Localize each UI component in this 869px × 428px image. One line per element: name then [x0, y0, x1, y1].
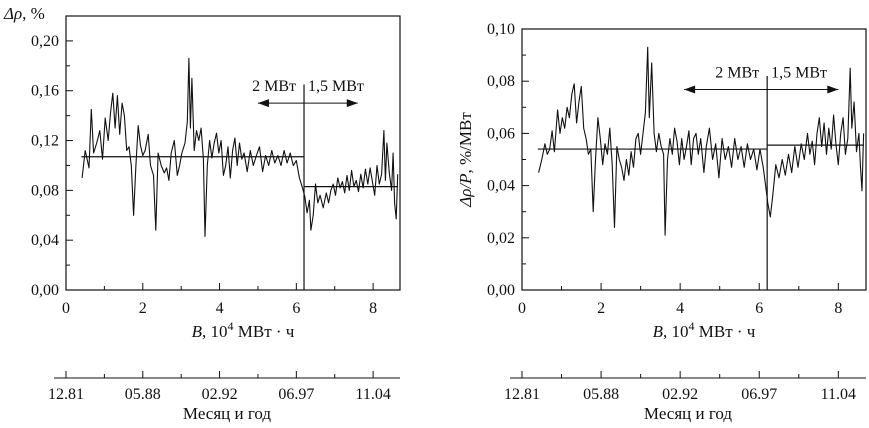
chart1-date-tick-label: 02.92	[202, 386, 238, 403]
chart1-date-axis-label: Месяц и год	[183, 404, 271, 423]
chart1-x-tick-label: 6	[292, 300, 300, 317]
chart2-date-tick-label: 12.81	[504, 386, 540, 403]
chart2-y-tick-label: 0,02	[487, 230, 515, 247]
chart2-date-tick-label: 05.88	[583, 386, 619, 403]
chart1-date-tick-label: 05.88	[125, 386, 161, 403]
chart1-y-tick-label: 0,00	[31, 282, 59, 299]
chart1-y-axis-label: Δρ, %	[3, 4, 45, 23]
chart2-date-tick-label: 11.04	[821, 386, 856, 403]
chart2-date-tick-label: 06.97	[741, 386, 777, 403]
chart1-y-tick-label: 0,08	[31, 182, 59, 199]
chart1-y-tick-label: 0,12	[31, 133, 59, 150]
chart2-data-series-line	[538, 46, 865, 236]
chart1-y-tick-label: 0,20	[31, 33, 59, 50]
chart2-y-tick-label: 0,06	[487, 125, 515, 142]
chart1-x-tick-label: 0	[62, 300, 70, 317]
chart2-y-tick-label: 0,04	[487, 178, 515, 195]
chart1-x-axis-label: B, 104 МВт · ч	[192, 319, 295, 341]
chart1-date-tick-label: 12.81	[48, 386, 84, 403]
chart1-date-tick-label: 06.97	[278, 386, 314, 403]
chart1-x-tick-label: 4	[216, 300, 224, 317]
chart2-left-power-label: 2 МВт	[715, 65, 759, 82]
chart2-x-axis-label: B, 104 МВт · ч	[653, 319, 756, 341]
chart1-y-tick-label: 0,04	[31, 232, 59, 249]
chart2-y-tick-label: 0,10	[487, 21, 515, 38]
chart1-plot-frame	[65, 15, 401, 291]
chart1-arrow-left-head	[257, 99, 269, 108]
chart2-y-tick-label: 0,00	[487, 282, 515, 299]
chart2-y-axis-label: Δρ/P, %/МВт	[456, 112, 475, 208]
chart1-x-tick-label: 8	[369, 300, 377, 317]
chart1-arrow-right-head	[346, 99, 358, 108]
chart2-x-tick-label: 6	[755, 300, 763, 317]
chart2-arrow-right-head	[827, 85, 839, 94]
chart2-y-tick-label: 0,08	[487, 73, 515, 90]
chart1-right-power-label: 1,5 МВт	[308, 78, 364, 95]
chart2-x-tick-label: 8	[834, 300, 842, 317]
chart1-x-tick-label: 2	[139, 300, 147, 317]
chart2-x-tick-label: 2	[597, 300, 605, 317]
chart2-arrow-left-head	[684, 85, 696, 94]
chart2-x-tick-label: 4	[676, 300, 684, 317]
chart1-left-power-label: 2 МВт	[252, 78, 296, 95]
chart1-date-tick-label: 11.04	[355, 386, 390, 403]
chart2-right-power-label: 1,5 МВт	[771, 65, 827, 82]
chart2-date-tick-label: 02.92	[662, 386, 698, 403]
chart1-y-tick-label: 0,16	[31, 83, 59, 100]
chart2-x-tick-label: 0	[518, 300, 526, 317]
chart2-date-axis-label: Месяц и год	[644, 404, 732, 423]
chart1-data-series-line	[81, 57, 399, 237]
